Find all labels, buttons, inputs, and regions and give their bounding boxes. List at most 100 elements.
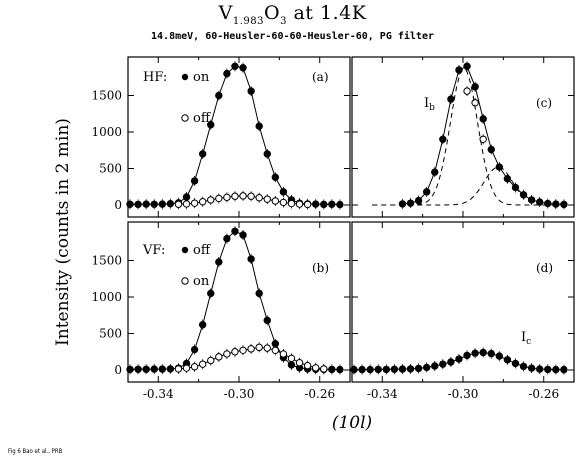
data-point-filled — [271, 173, 280, 181]
data-point-open — [271, 346, 280, 354]
data-point-open — [174, 200, 183, 208]
data-point-filled — [255, 122, 263, 130]
data-point-filled — [431, 362, 439, 370]
data-point-filled — [535, 365, 544, 373]
data-point-filled — [519, 362, 528, 371]
figure-subtitle: 14.8meV, 60-Heusler-60-60-Heusler-60, PG… — [151, 31, 434, 42]
legend-vf-title: VF: — [142, 243, 165, 258]
data-point-filled — [350, 365, 358, 374]
figure-footnote: Fig 6 Bao et al., PRB — [8, 448, 63, 455]
data-point-filled — [479, 115, 487, 123]
data-point-filled — [198, 150, 207, 158]
data-point-filled — [463, 62, 471, 71]
data-point-open — [287, 354, 296, 363]
data-point-filled — [231, 227, 239, 236]
data-point-filled — [336, 200, 344, 209]
x-tick-label: -0.34 — [367, 387, 398, 401]
data-point-open — [207, 196, 215, 204]
data-point-filled — [414, 364, 423, 373]
annotation-ic: Ic — [521, 330, 531, 347]
panel-label-a: (a) — [312, 70, 329, 84]
data-point-open — [295, 359, 304, 367]
data-point-open — [239, 346, 247, 354]
x-tick-label: -0.34 — [143, 387, 174, 401]
data-point-open — [287, 199, 296, 208]
legend-vf-on-label: on — [193, 274, 210, 289]
data-point-filled — [328, 365, 336, 374]
data-point-filled — [328, 200, 336, 208]
data-point-filled — [503, 356, 512, 364]
data-point-open — [231, 192, 239, 200]
data-point-open — [190, 199, 199, 207]
data-point-open — [463, 87, 471, 95]
data-point-open — [303, 200, 312, 209]
legend-hf-off-label: off — [193, 111, 212, 126]
data-point-filled — [263, 150, 271, 158]
data-point-filled — [150, 365, 158, 373]
data-point-filled — [447, 95, 455, 103]
data-point-filled — [495, 352, 504, 360]
data-point-filled — [552, 200, 560, 208]
data-point-filled — [239, 231, 247, 239]
data-point-filled — [471, 83, 479, 91]
x-tick-label: -0.26 — [304, 387, 335, 401]
annotation-ib: Ib — [424, 96, 435, 113]
data-point-filled — [126, 200, 134, 208]
data-point-filled — [190, 177, 199, 185]
legend-vf-off-marker — [181, 246, 189, 254]
data-point-filled — [158, 365, 167, 373]
data-point-filled — [166, 199, 175, 208]
data-point-open — [239, 192, 247, 200]
data-point-filled — [231, 62, 239, 71]
data-point-filled — [439, 360, 447, 368]
x-tick-label: -0.26 — [528, 387, 559, 401]
data-point-filled — [487, 349, 495, 358]
data-point-open — [320, 365, 328, 373]
y-axis-label: Intensity (counts in 2 min) — [53, 118, 73, 346]
data-point-filled — [406, 365, 415, 373]
data-point-filled — [463, 351, 471, 360]
data-point-filled — [207, 289, 215, 298]
data-point-filled — [239, 64, 247, 72]
data-point-filled — [455, 355, 463, 363]
data-point-filled — [422, 188, 431, 196]
data-point-open — [182, 200, 191, 208]
data-point-filled — [311, 200, 320, 208]
data-point-filled — [398, 200, 407, 208]
data-point-open — [279, 198, 288, 207]
y-tick-label: 1500 — [91, 89, 122, 103]
data-point-filled — [366, 365, 374, 374]
data-point-filled — [150, 200, 158, 208]
data-point-filled — [223, 69, 231, 78]
data-point-filled — [390, 365, 399, 373]
data-point-open — [311, 364, 320, 372]
data-point-filled — [422, 363, 431, 372]
data-point-open — [247, 345, 255, 353]
panel-label-d: (d) — [536, 261, 553, 275]
data-point-open — [174, 365, 183, 373]
data-point-open — [263, 344, 271, 352]
data-point-filled — [439, 135, 447, 144]
data-point-filled — [519, 191, 528, 199]
data-point-filled — [414, 196, 423, 205]
data-point-open — [279, 350, 288, 358]
legend-hf-on-marker — [181, 73, 189, 81]
legend-hf-title: HF: — [143, 70, 167, 85]
legend-hf-off-marker — [181, 114, 189, 122]
data-point-open — [190, 363, 199, 371]
data-point-filled — [158, 200, 167, 208]
y-tick-label: 1500 — [91, 254, 122, 268]
y-tick-label: 1000 — [91, 290, 122, 304]
data-point-filled — [479, 348, 487, 357]
y-tick-label: 500 — [99, 162, 122, 176]
data-point-filled — [511, 359, 520, 368]
data-point-filled — [495, 163, 504, 171]
data-point-filled — [255, 289, 263, 298]
data-point-open — [255, 343, 263, 352]
x-tick-label: -0.30 — [224, 387, 255, 401]
y-tick-label: 0 — [114, 363, 122, 377]
data-point-filled — [279, 188, 288, 196]
y-tick-label: 500 — [99, 327, 122, 341]
data-point-open — [231, 348, 239, 356]
